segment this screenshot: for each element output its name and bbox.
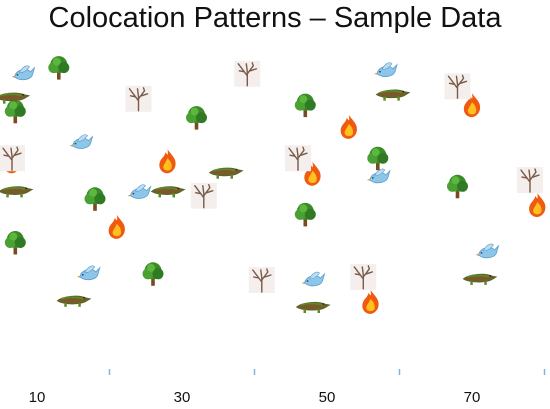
bird-point <box>76 265 101 281</box>
dead-tree-point <box>248 266 276 294</box>
bird-point <box>373 62 398 78</box>
x-tick-label: 50 <box>319 389 336 406</box>
tree-point <box>294 93 316 118</box>
fire-point <box>362 289 379 314</box>
croc-point <box>150 185 186 199</box>
croc-point <box>0 185 34 199</box>
bird-point <box>475 243 499 259</box>
fire-point <box>529 193 546 217</box>
tree-point <box>447 174 468 199</box>
dead-tree-point <box>516 166 544 194</box>
tree-point <box>4 99 26 124</box>
tree-point <box>186 106 207 130</box>
data-points <box>0 56 546 314</box>
bird-point <box>11 65 35 81</box>
x-tick-label: 70 <box>464 389 481 406</box>
tree-point <box>84 187 106 211</box>
tree-point <box>4 231 26 255</box>
croc-point <box>375 89 411 102</box>
tree-point <box>294 202 316 227</box>
x-tick-label: 10 <box>29 389 46 406</box>
dead-tree-point <box>233 60 261 88</box>
x-tick-label: 30 <box>174 389 191 406</box>
fire-point <box>159 149 176 174</box>
croc-point <box>462 273 498 286</box>
tree-point <box>367 146 389 171</box>
dead-tree-point <box>124 85 153 113</box>
tree-point <box>142 262 164 286</box>
croc-point <box>208 167 244 180</box>
croc-point <box>295 301 331 314</box>
bird-point <box>366 168 391 184</box>
bird-point <box>301 271 325 287</box>
dead-tree-point <box>190 181 218 210</box>
fire-point <box>340 114 357 139</box>
bird-point <box>127 184 151 199</box>
dead-tree-point <box>0 144 26 172</box>
croc-point <box>56 295 92 308</box>
chart-title: Colocation Patterns – Sample Data <box>48 2 502 34</box>
fire-point <box>108 214 125 239</box>
bird-point <box>69 134 93 149</box>
tree-point <box>48 56 70 80</box>
dead-tree-point <box>443 72 472 101</box>
dead-tree-point <box>284 144 312 172</box>
x-axis: 10 30 50 70 <box>29 369 546 406</box>
dead-tree-point <box>349 263 377 291</box>
